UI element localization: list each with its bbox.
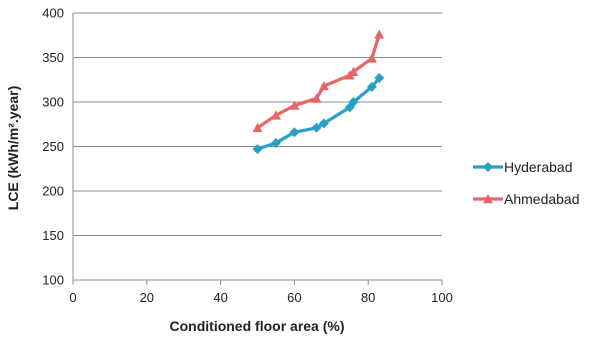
- data-point: [366, 53, 377, 63]
- data-point: [366, 81, 377, 92]
- x-tick-label: 80: [361, 290, 375, 305]
- series-hyderabad: [252, 72, 385, 155]
- legend-entry-hyderabad: Hyderabad: [473, 159, 573, 175]
- axes: [72, 13, 443, 285]
- x-tick-label: 20: [140, 290, 154, 305]
- y-tick-label: 400: [42, 6, 64, 21]
- data-point: [318, 118, 329, 129]
- series-ahmedabad: [252, 29, 385, 133]
- x-axis-title: Conditioned floor area (%): [170, 318, 345, 334]
- y-tick-label: 150: [42, 228, 64, 243]
- legend-entry-ahmedabad: Ahmedabad: [473, 191, 580, 207]
- data-point: [318, 80, 329, 91]
- x-tick-label: 0: [69, 290, 76, 305]
- legend-marker: [483, 194, 493, 204]
- y-tick-label: 250: [42, 139, 64, 154]
- y-tick-label: 300: [42, 95, 64, 110]
- x-tick-label: 60: [287, 290, 301, 305]
- data-point: [374, 29, 385, 39]
- data-point: [311, 93, 322, 103]
- legend-label: Hyderabad: [504, 159, 573, 175]
- data-point: [348, 97, 359, 107]
- legend: Hyderabad Ahmedabad: [473, 159, 580, 207]
- legend-marker: [483, 162, 493, 172]
- x-tick-label: 100: [431, 290, 453, 305]
- legend-label: Ahmedabad: [504, 191, 580, 207]
- y-axis-title: LCE (kWh/m².year): [5, 86, 21, 210]
- data-point: [311, 122, 322, 133]
- x-tick-labels: 0 20 40 60 80 100: [69, 290, 452, 305]
- data-point: [270, 137, 281, 148]
- data-point: [289, 100, 300, 110]
- data-point: [348, 66, 359, 76]
- data-point: [252, 122, 263, 133]
- y-tick-label: 200: [42, 184, 64, 199]
- y-tick-label: 350: [42, 50, 64, 65]
- data-point: [289, 127, 300, 138]
- data-point: [374, 72, 385, 83]
- y-tick-label: 100: [42, 273, 64, 288]
- data-point: [252, 144, 263, 155]
- data-point: [270, 110, 281, 120]
- y-tick-labels: 100 150 200 250 300 350 400: [42, 6, 64, 288]
- x-tick-label: 40: [213, 290, 227, 305]
- series-group: [252, 29, 385, 155]
